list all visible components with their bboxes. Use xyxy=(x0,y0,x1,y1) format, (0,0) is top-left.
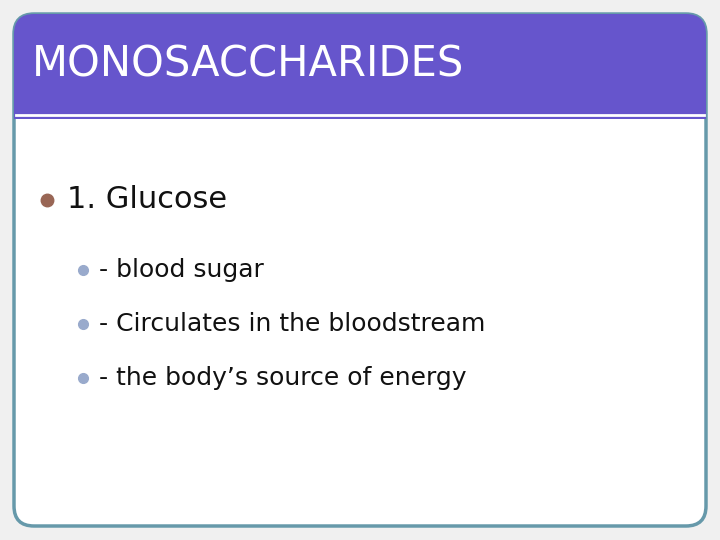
FancyBboxPatch shape xyxy=(14,99,706,119)
Text: - Circulates in the bloodstream: - Circulates in the bloodstream xyxy=(99,312,485,336)
Text: 1. Glucose: 1. Glucose xyxy=(67,185,227,214)
FancyBboxPatch shape xyxy=(14,14,706,119)
Text: MONOSACCHARIDES: MONOSACCHARIDES xyxy=(32,44,464,85)
Text: - blood sugar: - blood sugar xyxy=(99,258,264,282)
FancyBboxPatch shape xyxy=(14,14,706,526)
Text: - the body’s source of energy: - the body’s source of energy xyxy=(99,366,467,390)
